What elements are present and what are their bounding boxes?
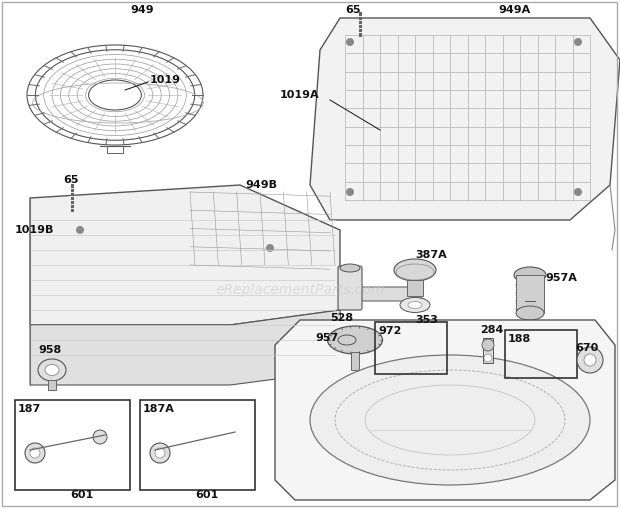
Text: 958: 958 bbox=[38, 345, 61, 355]
Circle shape bbox=[25, 443, 45, 463]
Text: 187A: 187A bbox=[143, 404, 175, 414]
Text: 1019: 1019 bbox=[150, 75, 181, 85]
Text: 528: 528 bbox=[330, 313, 353, 323]
Circle shape bbox=[30, 448, 40, 458]
Ellipse shape bbox=[38, 359, 66, 381]
Text: 949: 949 bbox=[130, 5, 154, 15]
Bar bbox=[483, 338, 493, 363]
Circle shape bbox=[76, 226, 84, 234]
Ellipse shape bbox=[400, 297, 430, 313]
Polygon shape bbox=[310, 18, 620, 220]
Circle shape bbox=[150, 443, 170, 463]
Text: 949B: 949B bbox=[245, 180, 277, 190]
Circle shape bbox=[346, 38, 354, 46]
Text: 601: 601 bbox=[195, 490, 218, 500]
Circle shape bbox=[584, 354, 596, 366]
Text: 670: 670 bbox=[575, 343, 598, 353]
Bar bbox=[48, 380, 56, 390]
Bar bbox=[375, 322, 447, 374]
Polygon shape bbox=[275, 320, 615, 500]
Text: 387A: 387A bbox=[415, 250, 447, 260]
Bar bbox=[351, 352, 359, 370]
Ellipse shape bbox=[514, 267, 546, 283]
Circle shape bbox=[484, 354, 492, 362]
Ellipse shape bbox=[45, 364, 59, 376]
Circle shape bbox=[155, 448, 165, 458]
Bar bbox=[15, 400, 130, 490]
Text: 65: 65 bbox=[345, 5, 360, 15]
Circle shape bbox=[577, 347, 603, 373]
Text: 957: 957 bbox=[315, 333, 339, 343]
Circle shape bbox=[574, 38, 582, 46]
Ellipse shape bbox=[516, 306, 544, 320]
Ellipse shape bbox=[310, 355, 590, 485]
Bar bbox=[407, 280, 423, 296]
Text: 187: 187 bbox=[18, 404, 42, 414]
Ellipse shape bbox=[394, 259, 436, 281]
Ellipse shape bbox=[327, 326, 383, 354]
Text: 65: 65 bbox=[63, 175, 79, 185]
Text: 1019B: 1019B bbox=[15, 225, 55, 235]
FancyBboxPatch shape bbox=[339, 287, 421, 301]
Text: 353: 353 bbox=[415, 315, 438, 325]
Ellipse shape bbox=[408, 301, 422, 308]
Text: 188: 188 bbox=[508, 334, 531, 344]
Text: 957A: 957A bbox=[545, 273, 577, 283]
Polygon shape bbox=[30, 310, 345, 385]
Text: 972: 972 bbox=[378, 326, 401, 336]
Circle shape bbox=[266, 244, 274, 252]
Text: 601: 601 bbox=[70, 490, 93, 500]
Ellipse shape bbox=[340, 264, 360, 272]
Text: eReplacementParts.com: eReplacementParts.com bbox=[215, 283, 385, 297]
Text: 284: 284 bbox=[480, 325, 503, 335]
Ellipse shape bbox=[89, 80, 141, 110]
Circle shape bbox=[482, 339, 494, 351]
FancyBboxPatch shape bbox=[338, 266, 362, 310]
Text: 949A: 949A bbox=[498, 5, 530, 15]
Circle shape bbox=[574, 188, 582, 196]
Bar bbox=[140, 400, 255, 490]
Bar bbox=[505, 330, 577, 378]
Circle shape bbox=[93, 430, 107, 444]
Polygon shape bbox=[30, 185, 340, 325]
Bar bbox=[516, 275, 544, 313]
Circle shape bbox=[346, 188, 354, 196]
Text: 1019A: 1019A bbox=[280, 90, 320, 100]
